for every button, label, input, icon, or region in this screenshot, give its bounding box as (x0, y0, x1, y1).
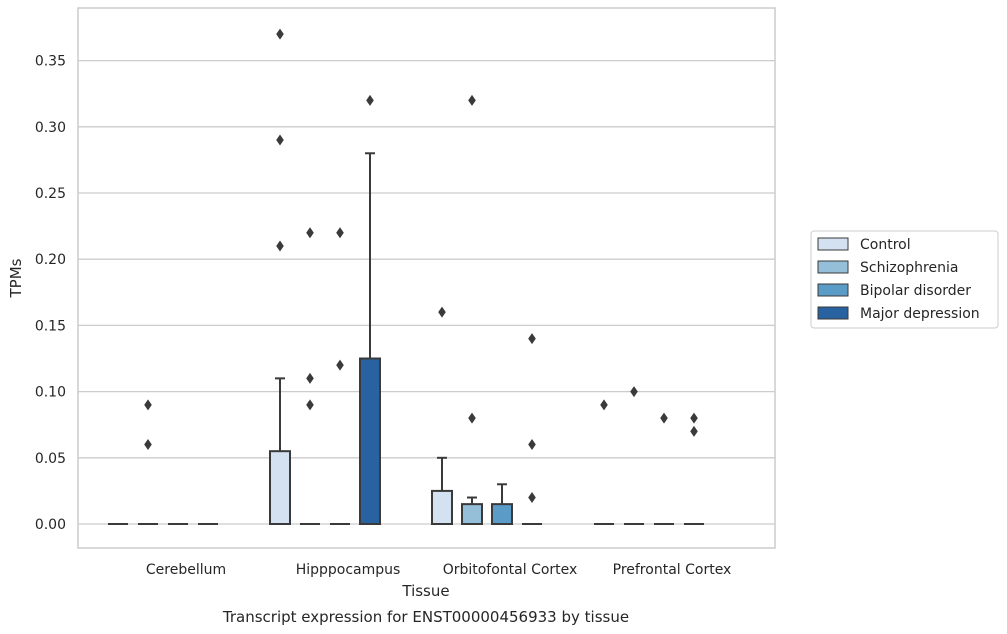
outlier-markers (144, 28, 698, 504)
outlier-point (366, 94, 374, 106)
box-control (269, 377, 291, 525)
y-tick-label: 0.10 (35, 385, 66, 401)
chart-caption: Transcript expression for ENST0000045693… (222, 608, 629, 626)
x-tick-label: Hipppocampus (296, 562, 401, 578)
outlier-point (336, 227, 344, 239)
legend-label: Bipolar disorder (860, 283, 971, 299)
box-body (269, 450, 291, 525)
box-body (491, 503, 513, 526)
legend-swatch (817, 283, 849, 297)
legend-swatch (817, 237, 849, 251)
y-axis-label: TPMs (7, 258, 25, 298)
outlier-point (306, 372, 314, 384)
box-bipolar-disorder (491, 483, 513, 526)
legend: Control Schizophrenia Bipolar disorder Majo… (810, 230, 999, 329)
outlier-point (144, 399, 152, 411)
y-tick-label: 0.15 (35, 318, 66, 334)
y-tick-label: 0.35 (35, 54, 66, 70)
outlier-point (306, 399, 314, 411)
outlier-point (528, 439, 536, 451)
y-tick-label: 0.00 (35, 517, 66, 533)
outlier-point (600, 399, 608, 411)
outlier-point (144, 439, 152, 451)
outlier-point (528, 333, 536, 345)
outlier-point (438, 306, 446, 318)
x-axis-ticks: Cerebellum Hipppocampus Orbitofontal Corte… (146, 562, 731, 578)
plot-area-frame (77, 7, 776, 549)
outlier-point (630, 386, 638, 398)
box-body (359, 357, 381, 525)
outlier-point (690, 412, 698, 424)
outlier-point (690, 425, 698, 437)
box-control (431, 456, 453, 525)
x-tick-label: Prefrontal Cortex (613, 562, 732, 578)
box-body (461, 503, 483, 526)
box-body (431, 489, 453, 525)
legend-label: Major depression (860, 306, 980, 322)
legend-label: Control (860, 237, 911, 253)
y-tick-label: 0.30 (35, 120, 66, 136)
gridlines (78, 59, 775, 525)
outlier-point (276, 28, 284, 40)
y-tick-label: 0.05 (35, 451, 66, 467)
outlier-point (336, 359, 344, 371)
legend-frame (810, 230, 999, 329)
outlier-point (276, 134, 284, 146)
box-major-depression (359, 152, 381, 525)
outlier-point (528, 492, 536, 504)
y-tick-label: 0.20 (35, 252, 66, 268)
x-tick-label: Orbitofontal Cortex (443, 562, 578, 578)
outlier-point (306, 227, 314, 239)
outlier-point (468, 94, 476, 106)
box-plot-marks (108, 152, 704, 526)
x-tick-label: Cerebellum (146, 562, 226, 578)
y-axis-ticks: 0.00 0.05 0.10 0.15 0.20 0.25 0.30 0.35 (35, 54, 66, 533)
outlier-point (660, 412, 668, 424)
x-axis-label: Tissue (401, 582, 449, 600)
legend-swatch (817, 306, 849, 320)
legend-swatch (817, 260, 849, 274)
box-schizophrenia (461, 496, 483, 526)
legend-label: Schizophrenia (860, 260, 958, 276)
y-tick-label: 0.25 (35, 186, 66, 202)
outlier-point (468, 412, 476, 424)
outlier-point (276, 240, 284, 252)
